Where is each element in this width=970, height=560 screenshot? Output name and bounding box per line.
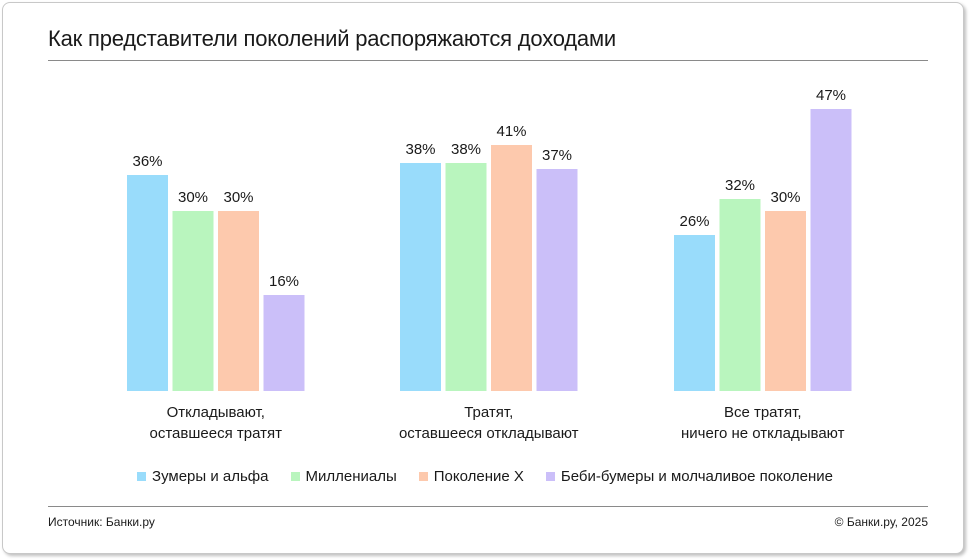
bar-3-4 [810,109,852,391]
data-label-2-3: 41% [496,123,526,140]
bar-3-2 [719,199,761,391]
data-label-3-1: 26% [679,213,709,230]
legend: Зумеры и альфа Миллениалы Поколение X Беби-… [0,468,970,485]
bar-2-3 [491,145,532,391]
legend-item-2: Миллениалы [290,468,397,485]
legend-swatch [290,472,300,481]
data-label-1-3: 30% [223,189,253,206]
data-label-2-1: 38% [405,141,435,158]
data-label-1-1: 36% [132,153,162,170]
legend-item-3: Поколение X [418,468,524,485]
data-label-3-2: 32% [725,177,755,194]
legend-label: Миллениалы [305,468,397,485]
category-label-3: ничего не откладывают [681,425,845,442]
data-label-3-3: 30% [770,189,800,206]
title-divider [48,60,928,61]
copyright-note: © Банки.ру, 2025 [834,515,928,529]
footer-divider [48,506,928,507]
category-label-1: Откладывают, [167,404,265,421]
category-label-2: оставшееся откладывают [399,425,579,442]
bar-1-2 [172,211,214,391]
legend-swatch [545,472,555,481]
data-label-1-2: 30% [178,189,208,206]
data-label-2-4: 37% [542,147,572,164]
category-label-1: оставшееся тратят [150,425,283,442]
legend-swatch [137,472,147,481]
legend-swatch [418,472,428,481]
category-label-2: Тратят, [464,404,513,421]
chart-title: Как представители поколений распоряжаютс… [48,26,616,51]
bar-1-4 [263,295,305,391]
bar-2-1 [400,163,441,391]
bar-2-2 [445,163,487,391]
legend-label: Поколение X [433,468,524,485]
legend-label: Зумеры и альфа [152,468,269,485]
legend-item-4: Беби-бумеры и молчаливое поколение [545,468,833,485]
legend-label: Беби-бумеры и молчаливое поколение [560,468,833,485]
source-note: Источник: Банки.ру [48,515,155,529]
bar-3-1 [674,235,715,391]
bar-2-4 [536,169,578,391]
data-label-2-2: 38% [451,141,481,158]
bar-1-3 [218,211,259,391]
data-label-1-4: 16% [269,273,299,290]
legend-item-1: Зумеры и альфа [137,468,269,485]
bar-1-1 [127,175,168,391]
category-label-3: Все тратят, [724,404,802,421]
bar-3-3 [765,211,806,391]
data-label-3-4: 47% [816,87,846,104]
